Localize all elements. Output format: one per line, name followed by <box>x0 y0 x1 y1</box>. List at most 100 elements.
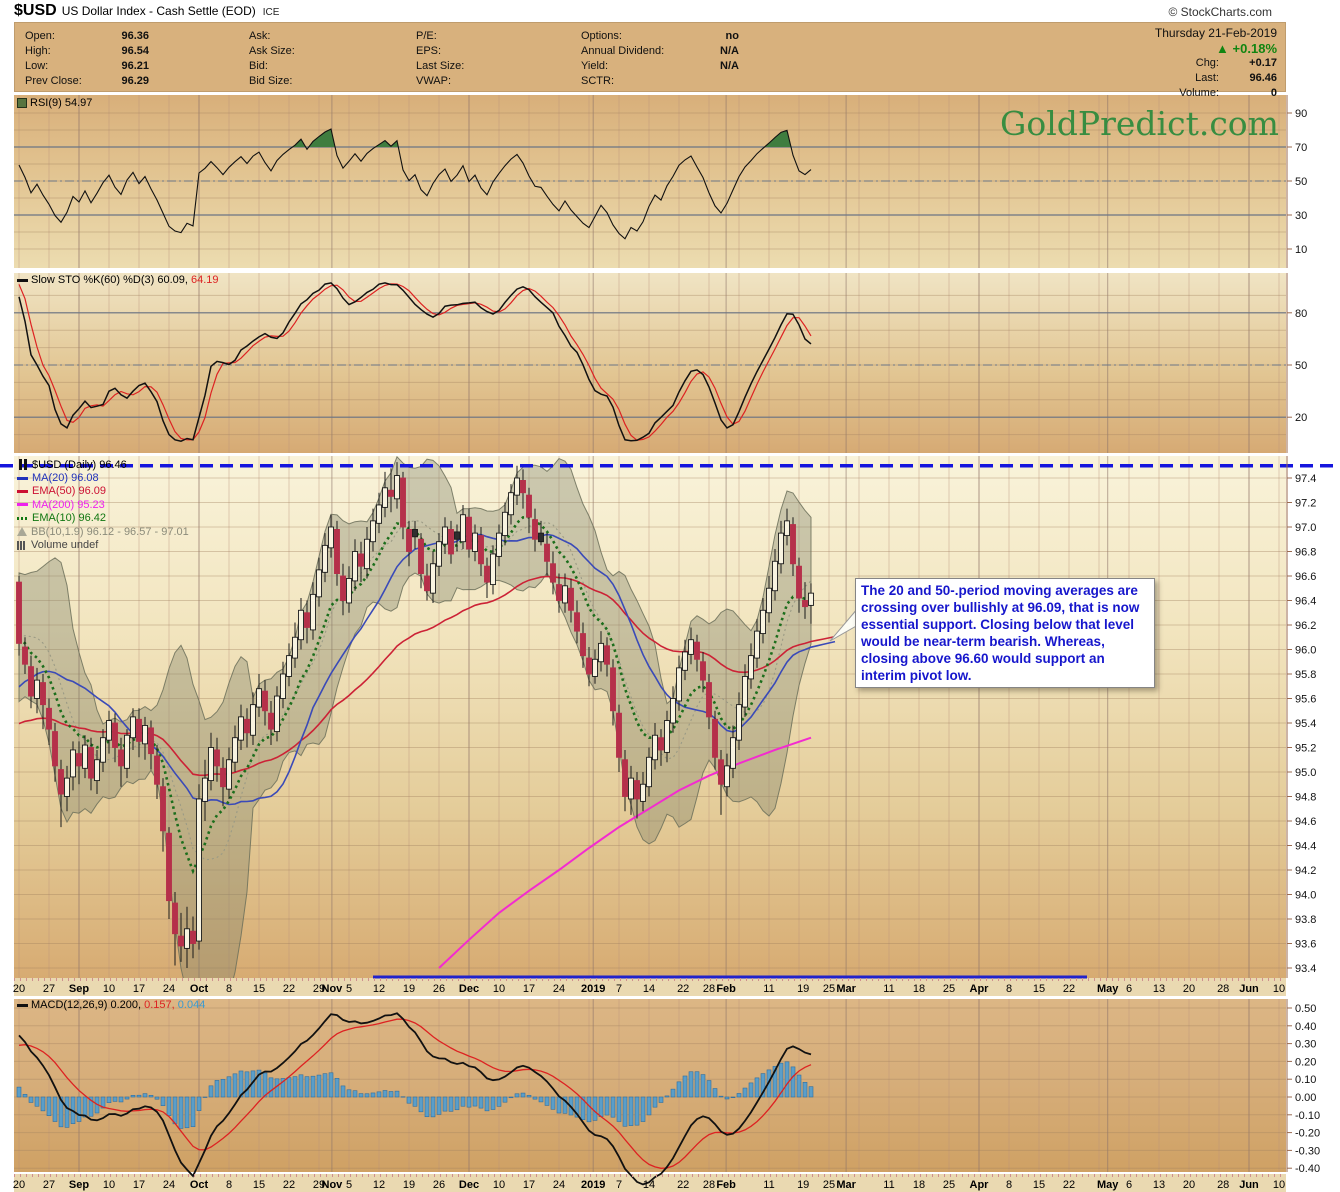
x-tick-label: 19 <box>403 983 415 995</box>
quote-field: Prev Close: 96.29 <box>25 75 149 87</box>
x-tick-label: 28 <box>703 983 715 995</box>
macd-histogram <box>16 1061 814 1129</box>
x-tick-label: 22 <box>677 1179 689 1191</box>
x-tick-label: 10 <box>103 983 115 995</box>
macd-signal-line <box>18 1018 812 1169</box>
x-tick-label: Dec <box>459 983 479 995</box>
x-tick-label: 7 <box>616 1179 622 1191</box>
x-tick-label: 8 <box>1006 983 1012 995</box>
y-tick-label: 0.20 <box>1295 1056 1316 1068</box>
line-icon <box>17 476 28 480</box>
x-tick-label: 2019 <box>581 1179 605 1191</box>
x-tick-label: 20 <box>13 1179 25 1191</box>
y-tick-label: 94.0 <box>1295 890 1316 902</box>
macd-hist-value: 0.044 <box>177 999 206 1011</box>
x-tick-label: Jun <box>1239 983 1259 995</box>
exchange-label: ICE <box>262 7 280 18</box>
y-tick-label: 30 <box>1295 210 1307 222</box>
x-tick-label: 24 <box>163 983 175 995</box>
y-tick-label: -0.30 <box>1295 1145 1320 1157</box>
x-tick-label: 11 <box>883 1179 894 1191</box>
candles-layer <box>16 462 814 968</box>
x-tick-label: 25 <box>943 983 955 995</box>
y-tick-label: 97.0 <box>1295 522 1316 534</box>
x-tick-label: 22 <box>677 983 689 995</box>
x-tick-label: 18 <box>913 1179 925 1191</box>
y-tick-label: 70 <box>1295 142 1307 154</box>
y-tick-label: 20 <box>1295 412 1307 424</box>
x-tick-label: 25 <box>823 983 835 995</box>
y-tick-label: 0.00 <box>1295 1092 1316 1104</box>
legend-label: $USD (Daily) 96.46 <box>32 458 127 471</box>
y-tick-label: 97.2 <box>1295 498 1316 510</box>
line-icon <box>17 489 28 493</box>
quote-volume: Volume: 0 <box>1179 87 1277 99</box>
y-tick-label: 0.40 <box>1295 1021 1316 1033</box>
x-tick-label: 29 <box>313 983 325 995</box>
x-tick-label: 12 <box>373 983 385 995</box>
volume-bars-icon <box>17 540 27 550</box>
macd-line <box>18 1012 812 1186</box>
quote-field: Low: 96.21 <box>25 60 149 72</box>
x-tick-label: 10 <box>1273 1179 1285 1191</box>
x-tick-label: 19 <box>797 1179 809 1191</box>
x-tick-label: 13 <box>1153 1179 1165 1191</box>
legend-row: MA(200) 95.23 <box>17 498 189 511</box>
sto-d-line <box>18 283 812 441</box>
y-tick-label: 94.8 <box>1295 792 1316 804</box>
x-tick-label: 24 <box>163 1179 175 1191</box>
x-tick-label: Nov <box>322 983 344 995</box>
percent-change: ▲ +0.18% <box>1216 41 1277 56</box>
y-tick-label: 50 <box>1295 176 1307 188</box>
x-tick-label: Feb <box>716 1179 736 1191</box>
x-tick-label: 10 <box>103 1179 115 1191</box>
symbol: $USD <box>14 2 57 19</box>
x-tick-label: Dec <box>459 1179 479 1191</box>
y-tick-label: 96.8 <box>1295 547 1316 559</box>
x-tick-label: 19 <box>403 1179 415 1191</box>
x-tick-label: Mar <box>836 983 856 995</box>
y-tick-label: -0.20 <box>1295 1128 1320 1140</box>
x-tick-label: 8 <box>226 1179 232 1191</box>
quote-info: Thursday 21-Feb-2019 ▲ +0.18% Chg: +0.17 … <box>1155 26 1277 101</box>
legend-label: EMA(10) 96.42 <box>32 512 106 525</box>
y-tick-label: 95.8 <box>1295 669 1316 681</box>
ma200-line <box>438 736 812 969</box>
x-tick-label: 11 <box>763 983 774 995</box>
quote-field: Open: 96.36 <box>25 30 149 42</box>
legend-row: Volume undef <box>17 538 189 551</box>
sto-legend-label: Slow STO %K(60) %D(3) 60.09, <box>31 274 188 286</box>
legend-label: BB(10,1.9) 96.12 - 96.57 - 97.01 <box>31 525 189 538</box>
x-tick-label: 29 <box>313 1179 325 1191</box>
y-tick-label: 96.6 <box>1295 571 1316 583</box>
x-tick-label: 10 <box>1273 983 1285 995</box>
x-tick-label: 27 <box>43 1179 55 1191</box>
legend-row: EMA(50) 96.09 <box>17 485 189 498</box>
sto-k-line <box>18 282 812 442</box>
y-tick-label: 0.50 <box>1295 1003 1316 1015</box>
quote-field: Options: no <box>581 30 739 42</box>
y-tick-label: 97.4 <box>1295 473 1316 485</box>
quote-field: Bid Size: <box>249 75 293 87</box>
line-icon <box>17 503 28 507</box>
macd-legend: MACD(12,26,9) 0.200, 0.157, 0.044 <box>17 999 205 1011</box>
x-tick-label: 26 <box>433 1179 445 1191</box>
x-tick-label: Apr <box>970 983 990 995</box>
x-tick-label: 22 <box>283 1179 295 1191</box>
y-tick-label: 0.30 <box>1295 1039 1316 1051</box>
rsi-legend: RSI(9) 54.97 <box>17 97 92 109</box>
annotation-text: The 20 and 50-.period moving averages ar… <box>861 583 1140 683</box>
quote-date: Thursday 21-Feb-2019 <box>1154 26 1277 40</box>
y-tick-label: 94.2 <box>1295 865 1316 877</box>
ma20-line <box>18 533 836 806</box>
x-tick-label: 15 <box>253 1179 265 1191</box>
quote-field: Bid: <box>249 60 268 72</box>
x-tick-label: 28 <box>1217 983 1229 995</box>
y-tick-label: -0.10 <box>1295 1110 1320 1122</box>
x-tick-label: 24 <box>553 1179 565 1191</box>
band-icon <box>17 527 27 537</box>
y-tick-label: 96.0 <box>1295 645 1316 657</box>
x-tick-label: 25 <box>823 1179 835 1191</box>
y-tick-label: 10 <box>1295 244 1307 256</box>
x-tick-label: Sep <box>69 983 89 995</box>
